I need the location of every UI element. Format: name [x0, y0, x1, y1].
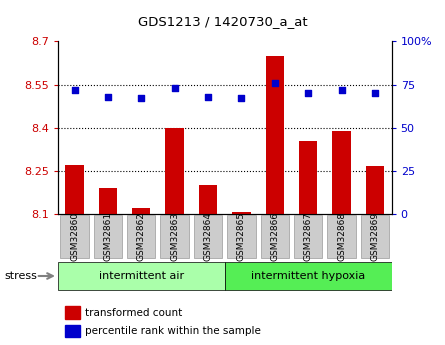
Text: GSM32860: GSM32860 [70, 212, 79, 261]
Point [305, 90, 312, 96]
FancyBboxPatch shape [58, 262, 225, 290]
Point [238, 96, 245, 101]
Point [138, 96, 145, 101]
Text: GSM32863: GSM32863 [170, 212, 179, 261]
FancyBboxPatch shape [294, 215, 322, 258]
Text: stress: stress [4, 271, 37, 281]
Text: GSM32862: GSM32862 [137, 212, 146, 261]
Bar [65, 325, 80, 337]
Point [171, 85, 178, 91]
FancyBboxPatch shape [127, 215, 155, 258]
FancyBboxPatch shape [161, 215, 189, 258]
Text: GSM32867: GSM32867 [303, 212, 313, 261]
Text: GSM32865: GSM32865 [237, 212, 246, 261]
FancyBboxPatch shape [194, 215, 222, 258]
Text: intermittent air: intermittent air [99, 271, 184, 281]
Bar [132, 208, 150, 214]
Bar [65, 306, 80, 319]
FancyBboxPatch shape [227, 215, 255, 258]
Text: GDS1213 / 1420730_a_at: GDS1213 / 1420730_a_at [138, 16, 307, 29]
Text: GSM32866: GSM32866 [270, 212, 279, 261]
Text: percentile rank within the sample: percentile rank within the sample [85, 326, 260, 336]
Text: GSM32868: GSM32868 [337, 212, 346, 261]
FancyBboxPatch shape [61, 215, 89, 258]
Text: GSM32869: GSM32869 [370, 212, 380, 261]
Text: intermittent hypoxia: intermittent hypoxia [251, 271, 365, 281]
FancyBboxPatch shape [261, 215, 289, 258]
FancyBboxPatch shape [225, 262, 392, 290]
Bar [232, 213, 251, 214]
Bar [166, 128, 184, 214]
Point [205, 94, 212, 99]
FancyBboxPatch shape [94, 215, 122, 258]
FancyBboxPatch shape [328, 215, 356, 258]
Bar [99, 188, 117, 214]
Point [105, 94, 112, 99]
Bar [299, 140, 317, 214]
Point [372, 90, 379, 96]
FancyBboxPatch shape [361, 215, 389, 258]
Text: GSM32861: GSM32861 [103, 212, 113, 261]
Point [71, 87, 78, 92]
Bar [65, 165, 84, 214]
Bar [332, 130, 351, 214]
Point [271, 80, 279, 86]
Bar [266, 56, 284, 214]
Text: transformed count: transformed count [85, 308, 182, 317]
Text: GSM32864: GSM32864 [203, 212, 213, 261]
Point [338, 87, 345, 92]
Bar [199, 185, 217, 214]
Bar [366, 166, 384, 214]
